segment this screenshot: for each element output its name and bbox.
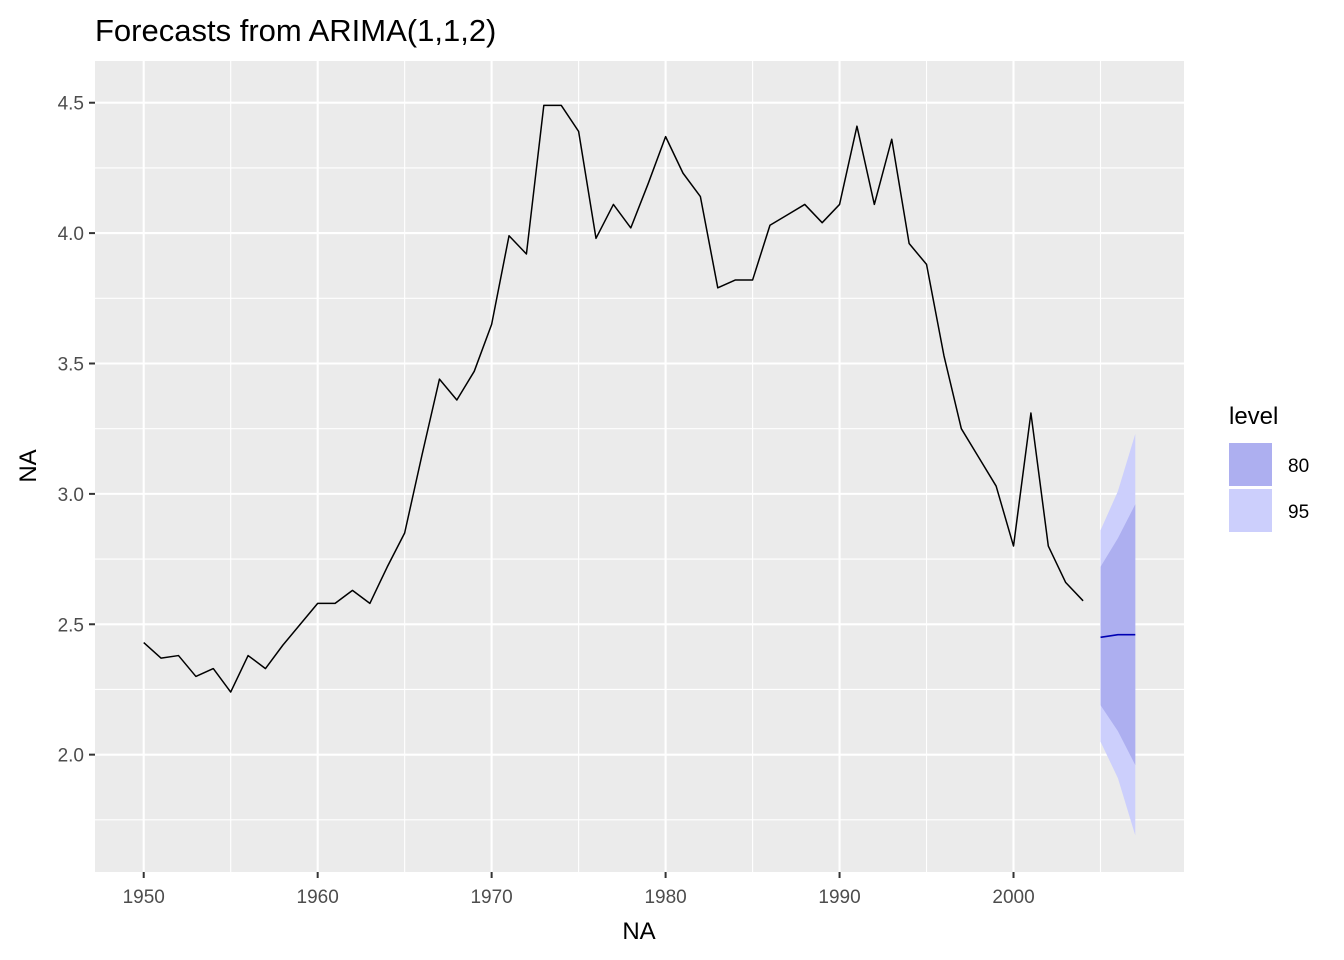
historical-series-line — [143, 104, 1084, 693]
y-axis-title: NA — [15, 449, 42, 482]
major-gridlines — [95, 61, 1184, 872]
y-tick-label: 4.0 — [58, 224, 84, 245]
x-tick-label: 1970 — [470, 887, 512, 908]
x-tick-label: 1990 — [818, 887, 860, 908]
legend-title: level — [1229, 403, 1278, 430]
legend-key-95 — [1229, 489, 1272, 532]
x-axis: 1950 1960 1970 1980 1990 2000 — [123, 872, 1035, 908]
x-tick-label: 2000 — [992, 887, 1034, 908]
y-tick-label: 2.5 — [58, 615, 84, 636]
legend-label-80: 80 — [1288, 456, 1309, 477]
x-tick-label: 1960 — [297, 887, 339, 908]
legend: level 80 95 — [1229, 403, 1309, 532]
minor-gridlines — [95, 61, 1184, 872]
y-tick-label: 4.5 — [58, 94, 84, 115]
forecast-mean-line — [1100, 633, 1136, 639]
y-tick-label: 3.0 — [58, 485, 84, 506]
y-axis: 2.0 2.5 3.0 3.5 4.0 4.5 — [58, 94, 95, 767]
x-tick-label: 1980 — [644, 887, 686, 908]
chart-title: Forecasts from ARIMA(1,1,2) — [95, 13, 496, 48]
y-tick-label: 3.5 — [58, 354, 84, 375]
y-tick-label: 2.0 — [58, 746, 84, 767]
x-axis-title: NA — [622, 918, 655, 945]
series-lines — [143, 104, 1136, 693]
legend-key-80 — [1229, 443, 1272, 486]
plot-panel — [95, 61, 1184, 872]
legend-label-95: 95 — [1288, 502, 1309, 523]
x-tick-label: 1950 — [123, 887, 165, 908]
